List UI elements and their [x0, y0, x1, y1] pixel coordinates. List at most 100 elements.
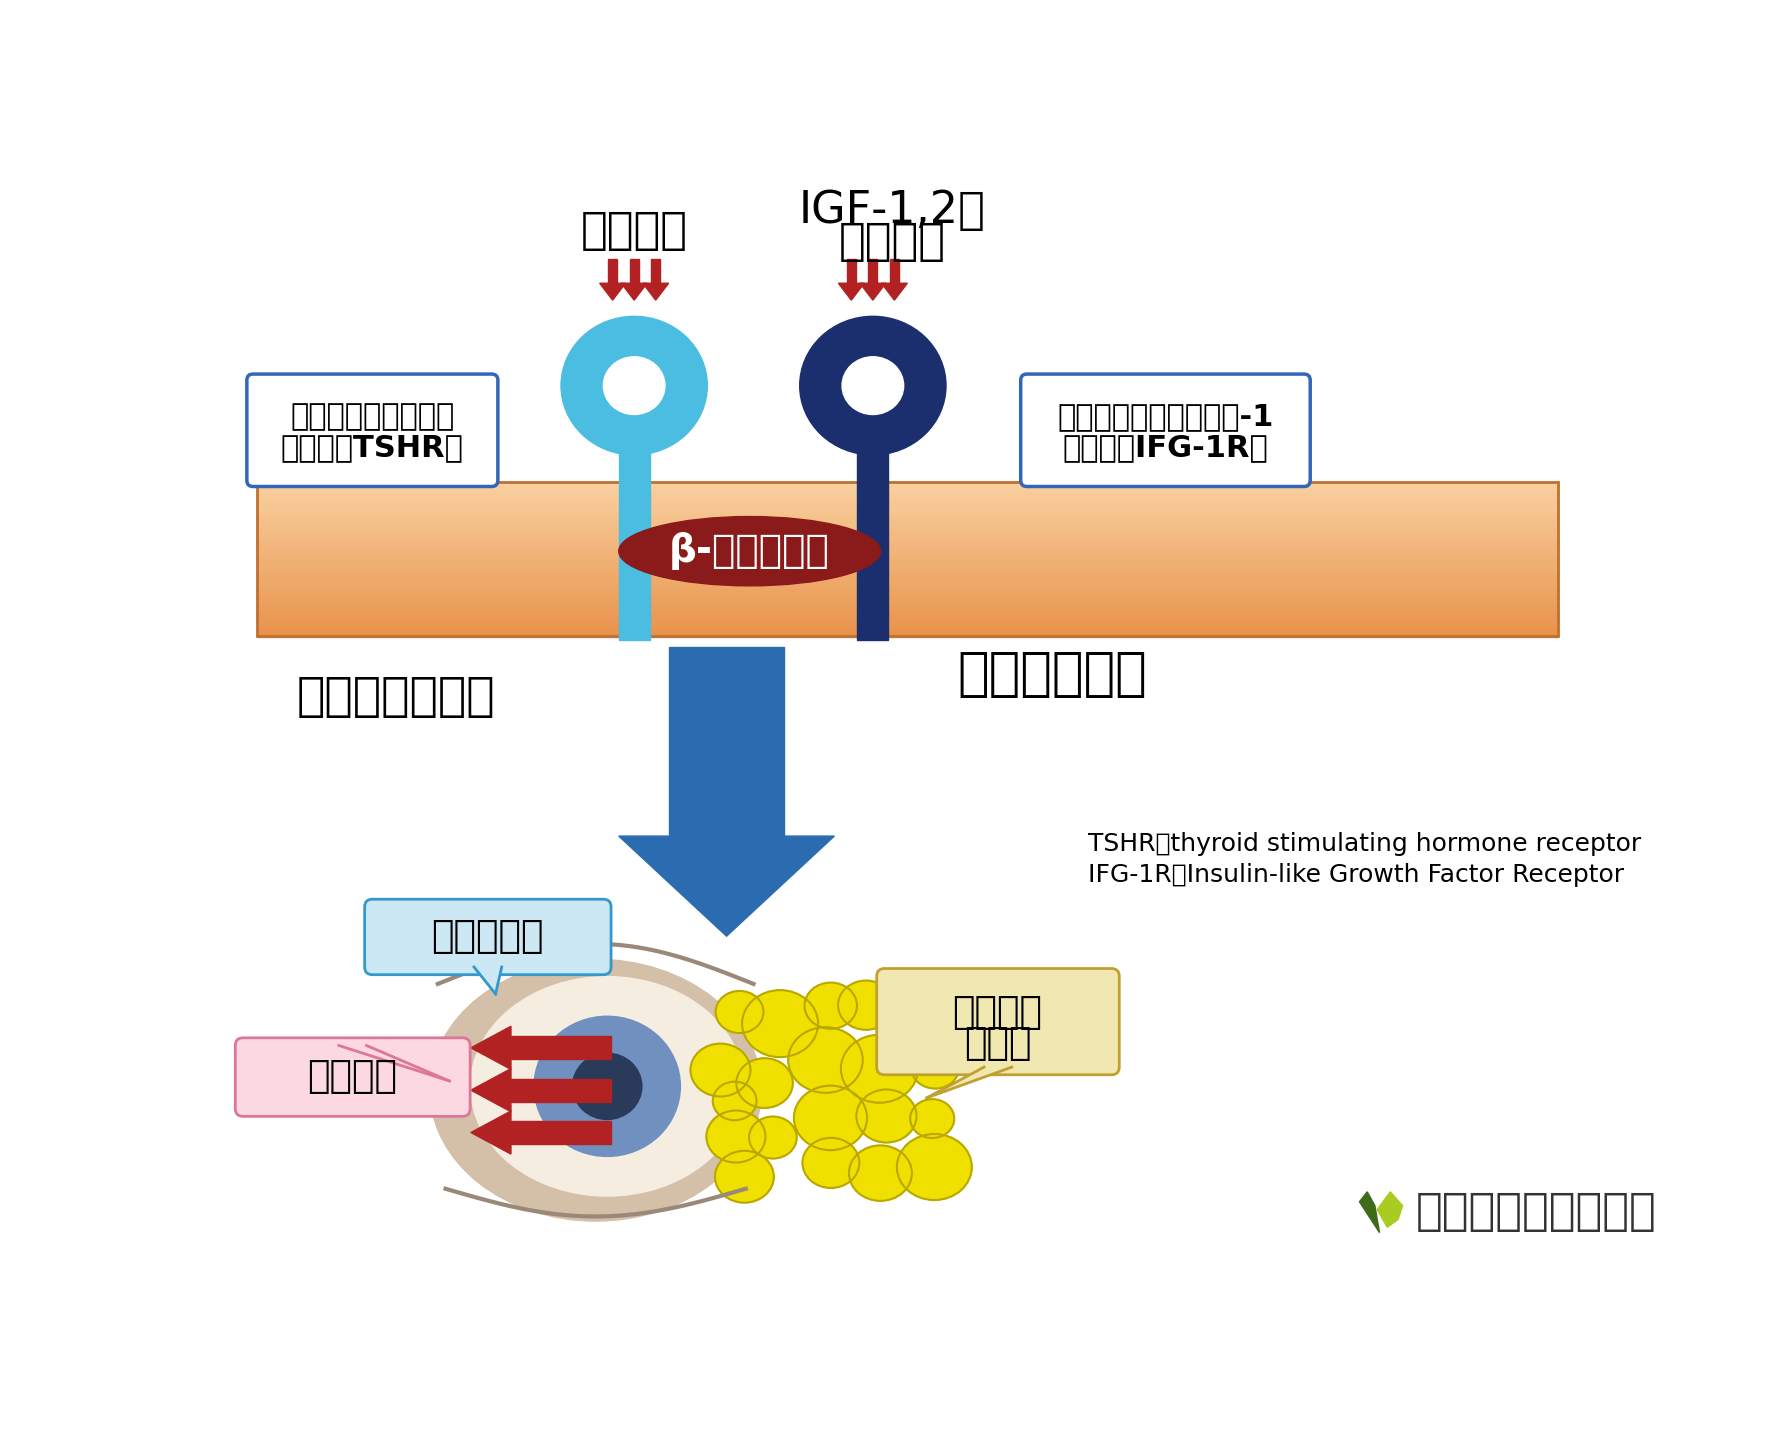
- Polygon shape: [839, 283, 863, 300]
- Bar: [890, 258, 899, 283]
- Ellipse shape: [878, 982, 920, 1019]
- Bar: [257, 527, 1558, 532]
- Ellipse shape: [534, 1016, 681, 1156]
- Bar: [257, 610, 1558, 613]
- Ellipse shape: [715, 1151, 773, 1203]
- Bar: [257, 580, 1558, 582]
- FancyBboxPatch shape: [246, 374, 498, 487]
- Text: の増加: の増加: [965, 1026, 1032, 1062]
- Ellipse shape: [842, 356, 904, 414]
- Bar: [257, 577, 1558, 580]
- Polygon shape: [473, 966, 502, 994]
- Bar: [257, 533, 1558, 536]
- Ellipse shape: [839, 981, 894, 1030]
- Bar: [257, 561, 1558, 565]
- Bar: [511, 1036, 612, 1059]
- Ellipse shape: [713, 1081, 757, 1120]
- FancyBboxPatch shape: [876, 968, 1119, 1075]
- Bar: [257, 630, 1558, 635]
- Text: 新薬情報オンライン: 新薬情報オンライン: [1415, 1190, 1656, 1233]
- Ellipse shape: [911, 1046, 959, 1088]
- Bar: [257, 516, 1558, 519]
- Bar: [257, 539, 1558, 542]
- Polygon shape: [1378, 1193, 1402, 1227]
- Text: TSHR：thyroid stimulating hormone receptor: TSHR：thyroid stimulating hormone recepto…: [1089, 832, 1642, 856]
- Text: 外眼筋肥大: 外眼筋肥大: [431, 919, 544, 955]
- Bar: [257, 543, 1558, 546]
- Ellipse shape: [856, 1090, 917, 1143]
- Text: 眼窝線維芽細菞: 眼窝線維芽細菞: [296, 675, 495, 720]
- Bar: [257, 574, 1558, 578]
- Bar: [257, 523, 1558, 526]
- Polygon shape: [621, 283, 647, 300]
- Bar: [257, 536, 1558, 539]
- Bar: [511, 1078, 612, 1101]
- Bar: [257, 490, 1558, 493]
- FancyBboxPatch shape: [236, 1037, 470, 1116]
- Bar: [668, 648, 784, 836]
- Text: 受容体（TSHR）: 受容体（TSHR）: [280, 433, 465, 462]
- Ellipse shape: [892, 1006, 952, 1058]
- Ellipse shape: [619, 516, 881, 585]
- Bar: [257, 546, 1558, 549]
- Bar: [257, 593, 1558, 596]
- Ellipse shape: [800, 316, 947, 455]
- Bar: [257, 564, 1558, 568]
- Bar: [257, 572, 1558, 575]
- Bar: [257, 500, 1558, 503]
- Bar: [619, 439, 649, 639]
- Bar: [257, 584, 1558, 588]
- Text: シグナル伝達: シグナル伝達: [957, 648, 1147, 700]
- Text: 自己抗体: 自己抗体: [839, 220, 945, 264]
- Bar: [257, 530, 1558, 535]
- Bar: [858, 439, 888, 639]
- Bar: [257, 503, 1558, 506]
- Ellipse shape: [849, 1145, 911, 1201]
- Bar: [257, 620, 1558, 625]
- Ellipse shape: [910, 1100, 954, 1137]
- Bar: [847, 258, 856, 283]
- Bar: [257, 497, 1558, 500]
- Bar: [257, 517, 1558, 522]
- Bar: [257, 629, 1558, 632]
- Bar: [257, 616, 1558, 619]
- Bar: [869, 258, 878, 283]
- Ellipse shape: [789, 1027, 863, 1093]
- Bar: [257, 597, 1558, 601]
- Bar: [257, 623, 1558, 626]
- Bar: [257, 607, 1558, 611]
- Bar: [511, 1122, 612, 1145]
- Bar: [651, 258, 660, 283]
- Bar: [257, 569, 1558, 572]
- Bar: [257, 556, 1558, 559]
- Polygon shape: [619, 836, 835, 936]
- Polygon shape: [599, 283, 626, 300]
- Ellipse shape: [431, 959, 761, 1222]
- Ellipse shape: [743, 990, 817, 1058]
- Polygon shape: [881, 283, 908, 300]
- Polygon shape: [1360, 1193, 1379, 1233]
- Text: β-アレスチン: β-アレスチン: [668, 532, 830, 569]
- Ellipse shape: [573, 1053, 642, 1120]
- Bar: [257, 510, 1558, 513]
- Bar: [257, 526, 1558, 529]
- Text: 自己抗体: 自己抗体: [582, 209, 688, 252]
- Bar: [257, 617, 1558, 622]
- Ellipse shape: [690, 1043, 750, 1097]
- Bar: [608, 258, 617, 283]
- Bar: [257, 551, 1558, 555]
- Text: IGF-1,2や: IGF-1,2や: [798, 190, 986, 232]
- Ellipse shape: [706, 1110, 766, 1162]
- Bar: [257, 493, 1558, 496]
- Text: IFG-1R：Insulin-like Growth Factor Receptor: IFG-1R：Insulin-like Growth Factor Recept…: [1089, 862, 1624, 887]
- Ellipse shape: [736, 1058, 793, 1108]
- Bar: [257, 606, 1558, 609]
- Text: 脆肪細菞: 脆肪細菞: [952, 995, 1043, 1032]
- Polygon shape: [472, 1026, 511, 1069]
- Bar: [257, 600, 1558, 603]
- Bar: [257, 587, 1558, 590]
- Bar: [257, 506, 1558, 509]
- Bar: [257, 633, 1558, 636]
- Bar: [629, 258, 638, 283]
- Bar: [257, 520, 1558, 523]
